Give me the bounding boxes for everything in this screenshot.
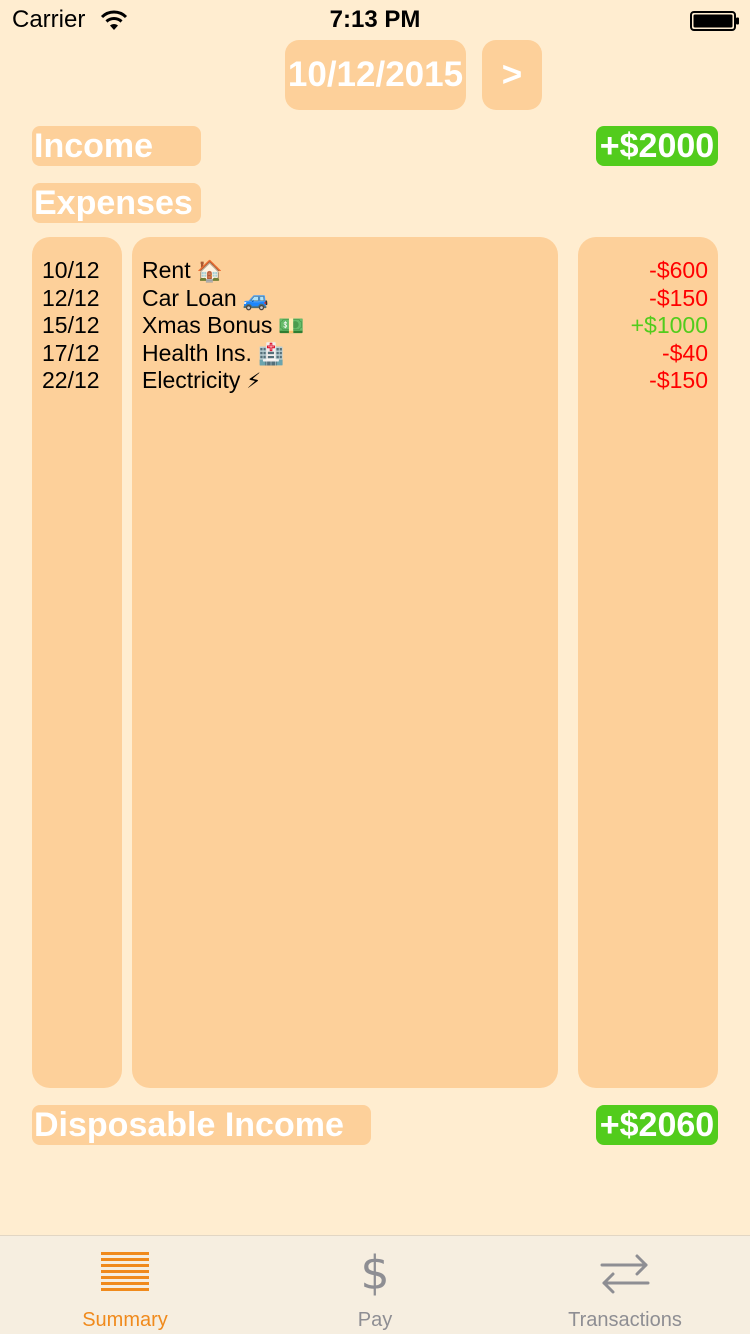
expense-name: Health Ins. <box>142 339 252 366</box>
list-lines-icon <box>101 1252 149 1291</box>
expense-date: 10/12 <box>42 257 100 283</box>
expense-amount: -$40 <box>661 339 708 366</box>
battery-icon <box>690 11 739 31</box>
tab-summary-label: Summary <box>82 1309 168 1331</box>
expense-date: 15/12 <box>42 312 100 338</box>
expense-amount: -$150 <box>649 284 708 311</box>
income-amount: +$2000 <box>596 126 718 166</box>
house-icon: 🏠 <box>196 260 223 283</box>
tab-pay-label: Pay <box>357 1309 393 1331</box>
money-icon: 💵 <box>278 315 305 338</box>
expense-item[interactable]: Electricity ⚡ <box>132 367 558 395</box>
hospital-icon: 🏥 <box>257 342 285 366</box>
tab-bar: Summary $ Pay Transactions <box>0 1235 750 1334</box>
tab-summary[interactable]: Summary <box>0 1236 250 1334</box>
expenses-label: Expenses <box>32 183 201 223</box>
expense-item[interactable]: Rent 🏠 <box>132 257 558 285</box>
expense-amount: +$1000 <box>630 312 708 338</box>
status-time: 7:13 PM <box>329 6 421 33</box>
expense-item[interactable]: Health Ins. 🏥 <box>132 340 558 368</box>
expense-name: Xmas Bonus <box>142 312 273 338</box>
expense-amount: -$600 <box>649 257 708 283</box>
current-date-button[interactable]: 10/12/2015 <box>285 40 466 110</box>
wifi-icon <box>100 10 128 30</box>
expense-amounts-column: -$600 -$150 +$1000 -$40 -$150 <box>578 237 718 1088</box>
next-date-button[interactable]: > <box>482 40 542 110</box>
expense-names-column: Rent 🏠 Car Loan 🚙 Xmas Bonus 💵 Health Ins. 🏥… <box>132 237 558 1088</box>
lightning-icon: ⚡ <box>246 370 262 393</box>
income-label: Income <box>32 126 201 166</box>
expense-date: 12/12 <box>42 284 100 311</box>
expense-name: Car Loan <box>142 284 237 311</box>
expense-item[interactable]: Car Loan 🚙 <box>132 285 558 313</box>
expense-item[interactable]: Xmas Bonus 💵 <box>132 312 558 340</box>
expense-name: Rent <box>142 257 191 283</box>
transfer-arrows-icon <box>600 1254 650 1294</box>
tab-transactions-label: Transactions <box>568 1309 682 1331</box>
tab-pay[interactable]: $ Pay <box>250 1236 500 1334</box>
expense-date: 17/12 <box>42 339 100 366</box>
expense-amount: -$150 <box>649 367 708 393</box>
expense-name: Electricity <box>142 367 241 393</box>
disposable-income-amount: +$2060 <box>596 1105 718 1145</box>
disposable-income-label: Disposable Income <box>32 1105 371 1145</box>
tab-transactions[interactable]: Transactions <box>500 1236 750 1334</box>
dollar-icon: $ <box>360 1246 390 1300</box>
expense-dates-column: 10/12 12/12 15/12 17/12 22/12 <box>32 237 122 1088</box>
carrier-name: Carrier <box>12 6 86 33</box>
expense-date: 22/12 <box>42 367 100 393</box>
car-icon: 🚙 <box>242 287 269 311</box>
status-bar: Carrier 7:13 PM <box>0 0 750 40</box>
